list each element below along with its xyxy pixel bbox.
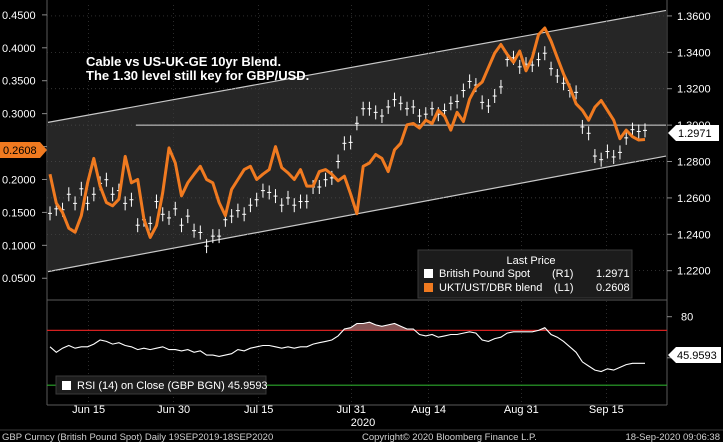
rsi-legend-text: RSI (14) on Close (GBP BGN) 45.9593 [77,380,268,392]
rsi-legend-box [55,375,267,395]
last-price-right-marker [668,125,719,141]
footer-left: GBP Curncy (British Pound Spot) Daily 19… [2,432,273,442]
last-price-left-marker [0,142,47,158]
last-price-right-tag: 1.2971 [668,125,719,141]
last-price-left-label: 0.2608 [3,145,37,157]
x-tick-label: Jul 31 [337,404,366,416]
chart-title: Cable vs US-UK-GE 10yr Blend. [86,54,281,69]
right-tick-label: 1.2200 [677,266,711,278]
footer-right: 18-Sep-2020 09:06:38 [625,432,720,442]
year-label: 2020 [351,417,375,429]
legend-swatch-gbp [424,269,433,278]
legend-value-blend: 0.2608 [596,282,630,294]
chart-subtitle: The 1.30 level still key for GBP/USD. [86,68,309,83]
x-tick-label: Jul 15 [244,404,273,416]
rsi-last-label: 45.9593 [677,350,717,362]
rsi-tick-label: 80 [681,312,693,324]
blend-line [48,26,646,239]
rsi-line [49,321,645,373]
left-tick-label: 0.0500 [2,273,36,285]
channel-upper-line [47,9,667,123]
blend-line-group [48,26,646,239]
right-tick-label: 1.3200 [677,84,711,96]
rsi-last-tag: 45.9593 [668,347,721,363]
legend-box [417,249,633,299]
legend-swatch-blend [424,283,433,292]
last-price-right-label: 1.2971 [678,128,712,140]
left-tick-label: 0.3500 [2,76,36,88]
x-tick-label: Jun 15 [72,404,105,416]
legend-header: Last Price [507,255,556,267]
left-tick-label: 0.2000 [2,174,36,186]
rsi-legend: RSI (14) on Close (GBP BGN) 45.9593 [55,375,268,395]
right-tick-label: 1.2600 [677,193,711,205]
last-price-left-tag: 0.2608 [0,142,47,158]
channel-band [48,10,666,272]
rsi-legend-swatch [62,381,71,390]
left-tick-label: 0.4500 [2,10,36,22]
legend-name-blend: UKT/UST/DBR blend [439,282,542,294]
x-tick-label: Aug 14 [411,404,446,416]
legend: Last Price British Pound Spot (R1) 1.297… [417,249,633,299]
right-tick-label: 1.3400 [677,47,711,59]
legend-value-gbp: 1.2971 [596,268,630,280]
right-tick-label: 1.2800 [677,157,711,169]
left-tick-label: 0.1500 [2,207,36,219]
rsi-last-marker [668,347,721,363]
legend-tag-gbp: (R1) [552,268,573,280]
x-tick-label: Sep 15 [589,404,624,416]
x-tick-label: Jun 30 [157,404,190,416]
left-tick-label: 0.3000 [2,109,36,121]
legend-name-gbp: British Pound Spot [439,268,530,280]
x-tick-label: Aug 31 [504,404,539,416]
footer-center: Copyright© 2020 Bloomberg Finance L.P. [362,432,537,442]
left-tick-label: 0.1000 [2,240,36,252]
right-tick-label: 1.3600 [677,11,711,23]
legend-tag-blend: (L1) [554,282,574,294]
right-tick-label: 1.2400 [677,229,711,241]
left-tick-label: 0.4000 [2,43,36,55]
